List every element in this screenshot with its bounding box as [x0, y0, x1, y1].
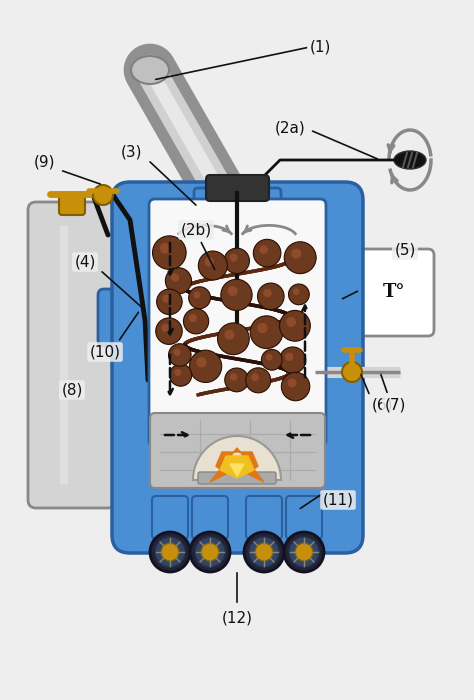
Circle shape [246, 368, 271, 393]
Text: (8): (8) [61, 382, 82, 398]
Circle shape [153, 236, 186, 270]
Circle shape [171, 274, 179, 281]
FancyBboxPatch shape [317, 289, 357, 346]
Circle shape [280, 347, 306, 373]
Wedge shape [193, 436, 281, 480]
Text: T°: T° [383, 283, 405, 301]
Circle shape [201, 543, 219, 561]
FancyBboxPatch shape [112, 182, 363, 553]
Circle shape [189, 287, 210, 309]
Circle shape [198, 251, 228, 280]
Circle shape [293, 288, 300, 295]
Circle shape [162, 323, 170, 332]
Text: (6): (6) [372, 398, 394, 412]
Circle shape [189, 314, 197, 322]
Circle shape [291, 248, 301, 259]
Circle shape [218, 323, 249, 355]
Text: (10): (10) [90, 344, 120, 360]
Polygon shape [210, 448, 264, 482]
FancyBboxPatch shape [98, 289, 138, 346]
Circle shape [224, 248, 249, 274]
Text: (2a): (2a) [274, 120, 305, 136]
Circle shape [160, 243, 171, 254]
Circle shape [342, 362, 362, 382]
Circle shape [169, 344, 191, 366]
FancyBboxPatch shape [286, 496, 322, 539]
Circle shape [257, 283, 284, 309]
Circle shape [249, 537, 279, 567]
Circle shape [229, 253, 237, 262]
FancyBboxPatch shape [150, 413, 325, 488]
Circle shape [251, 373, 259, 382]
Circle shape [282, 372, 310, 400]
Circle shape [253, 239, 281, 267]
Ellipse shape [131, 56, 169, 84]
Circle shape [173, 349, 181, 356]
FancyBboxPatch shape [149, 199, 326, 446]
Text: (1): (1) [310, 39, 331, 55]
Circle shape [150, 532, 190, 572]
Circle shape [280, 310, 310, 341]
Circle shape [287, 379, 297, 388]
Circle shape [161, 543, 179, 561]
Circle shape [225, 368, 248, 392]
Circle shape [262, 349, 282, 370]
Circle shape [196, 357, 207, 368]
Circle shape [266, 354, 273, 360]
Circle shape [284, 532, 324, 572]
Text: (11): (11) [322, 493, 354, 507]
Circle shape [224, 330, 235, 340]
Circle shape [228, 286, 237, 296]
Circle shape [244, 532, 284, 572]
Circle shape [295, 543, 313, 561]
Circle shape [250, 316, 283, 349]
Polygon shape [220, 456, 254, 478]
FancyBboxPatch shape [192, 496, 228, 539]
Circle shape [155, 537, 185, 567]
FancyBboxPatch shape [152, 496, 188, 539]
Circle shape [289, 537, 319, 567]
Text: (2b): (2b) [181, 223, 211, 237]
Circle shape [255, 543, 273, 561]
Circle shape [289, 284, 309, 304]
Circle shape [230, 373, 237, 381]
Circle shape [156, 289, 182, 314]
Circle shape [205, 258, 214, 267]
FancyBboxPatch shape [59, 193, 85, 215]
Circle shape [221, 279, 252, 311]
FancyBboxPatch shape [206, 175, 269, 201]
Text: (3): (3) [121, 144, 143, 160]
Circle shape [285, 353, 293, 361]
Text: (5): (5) [394, 242, 416, 258]
Circle shape [284, 241, 316, 274]
FancyBboxPatch shape [246, 496, 282, 539]
Polygon shape [230, 464, 244, 476]
Circle shape [193, 291, 201, 298]
Circle shape [93, 185, 113, 205]
Ellipse shape [394, 151, 426, 169]
Circle shape [190, 350, 222, 382]
Circle shape [156, 318, 182, 344]
FancyBboxPatch shape [354, 249, 434, 336]
Circle shape [183, 309, 209, 334]
Circle shape [190, 532, 230, 572]
Circle shape [257, 323, 268, 333]
Text: (12): (12) [221, 610, 253, 626]
Text: (4): (4) [74, 255, 96, 270]
Circle shape [286, 317, 296, 327]
Circle shape [263, 289, 272, 298]
FancyBboxPatch shape [194, 188, 281, 224]
Circle shape [195, 537, 225, 567]
Circle shape [259, 245, 268, 254]
Circle shape [162, 295, 170, 302]
FancyBboxPatch shape [28, 202, 116, 508]
Text: (9): (9) [34, 155, 56, 169]
Text: (7): (7) [384, 398, 406, 412]
Circle shape [170, 364, 191, 386]
Circle shape [165, 267, 191, 294]
Circle shape [174, 369, 182, 376]
FancyBboxPatch shape [198, 472, 276, 484]
